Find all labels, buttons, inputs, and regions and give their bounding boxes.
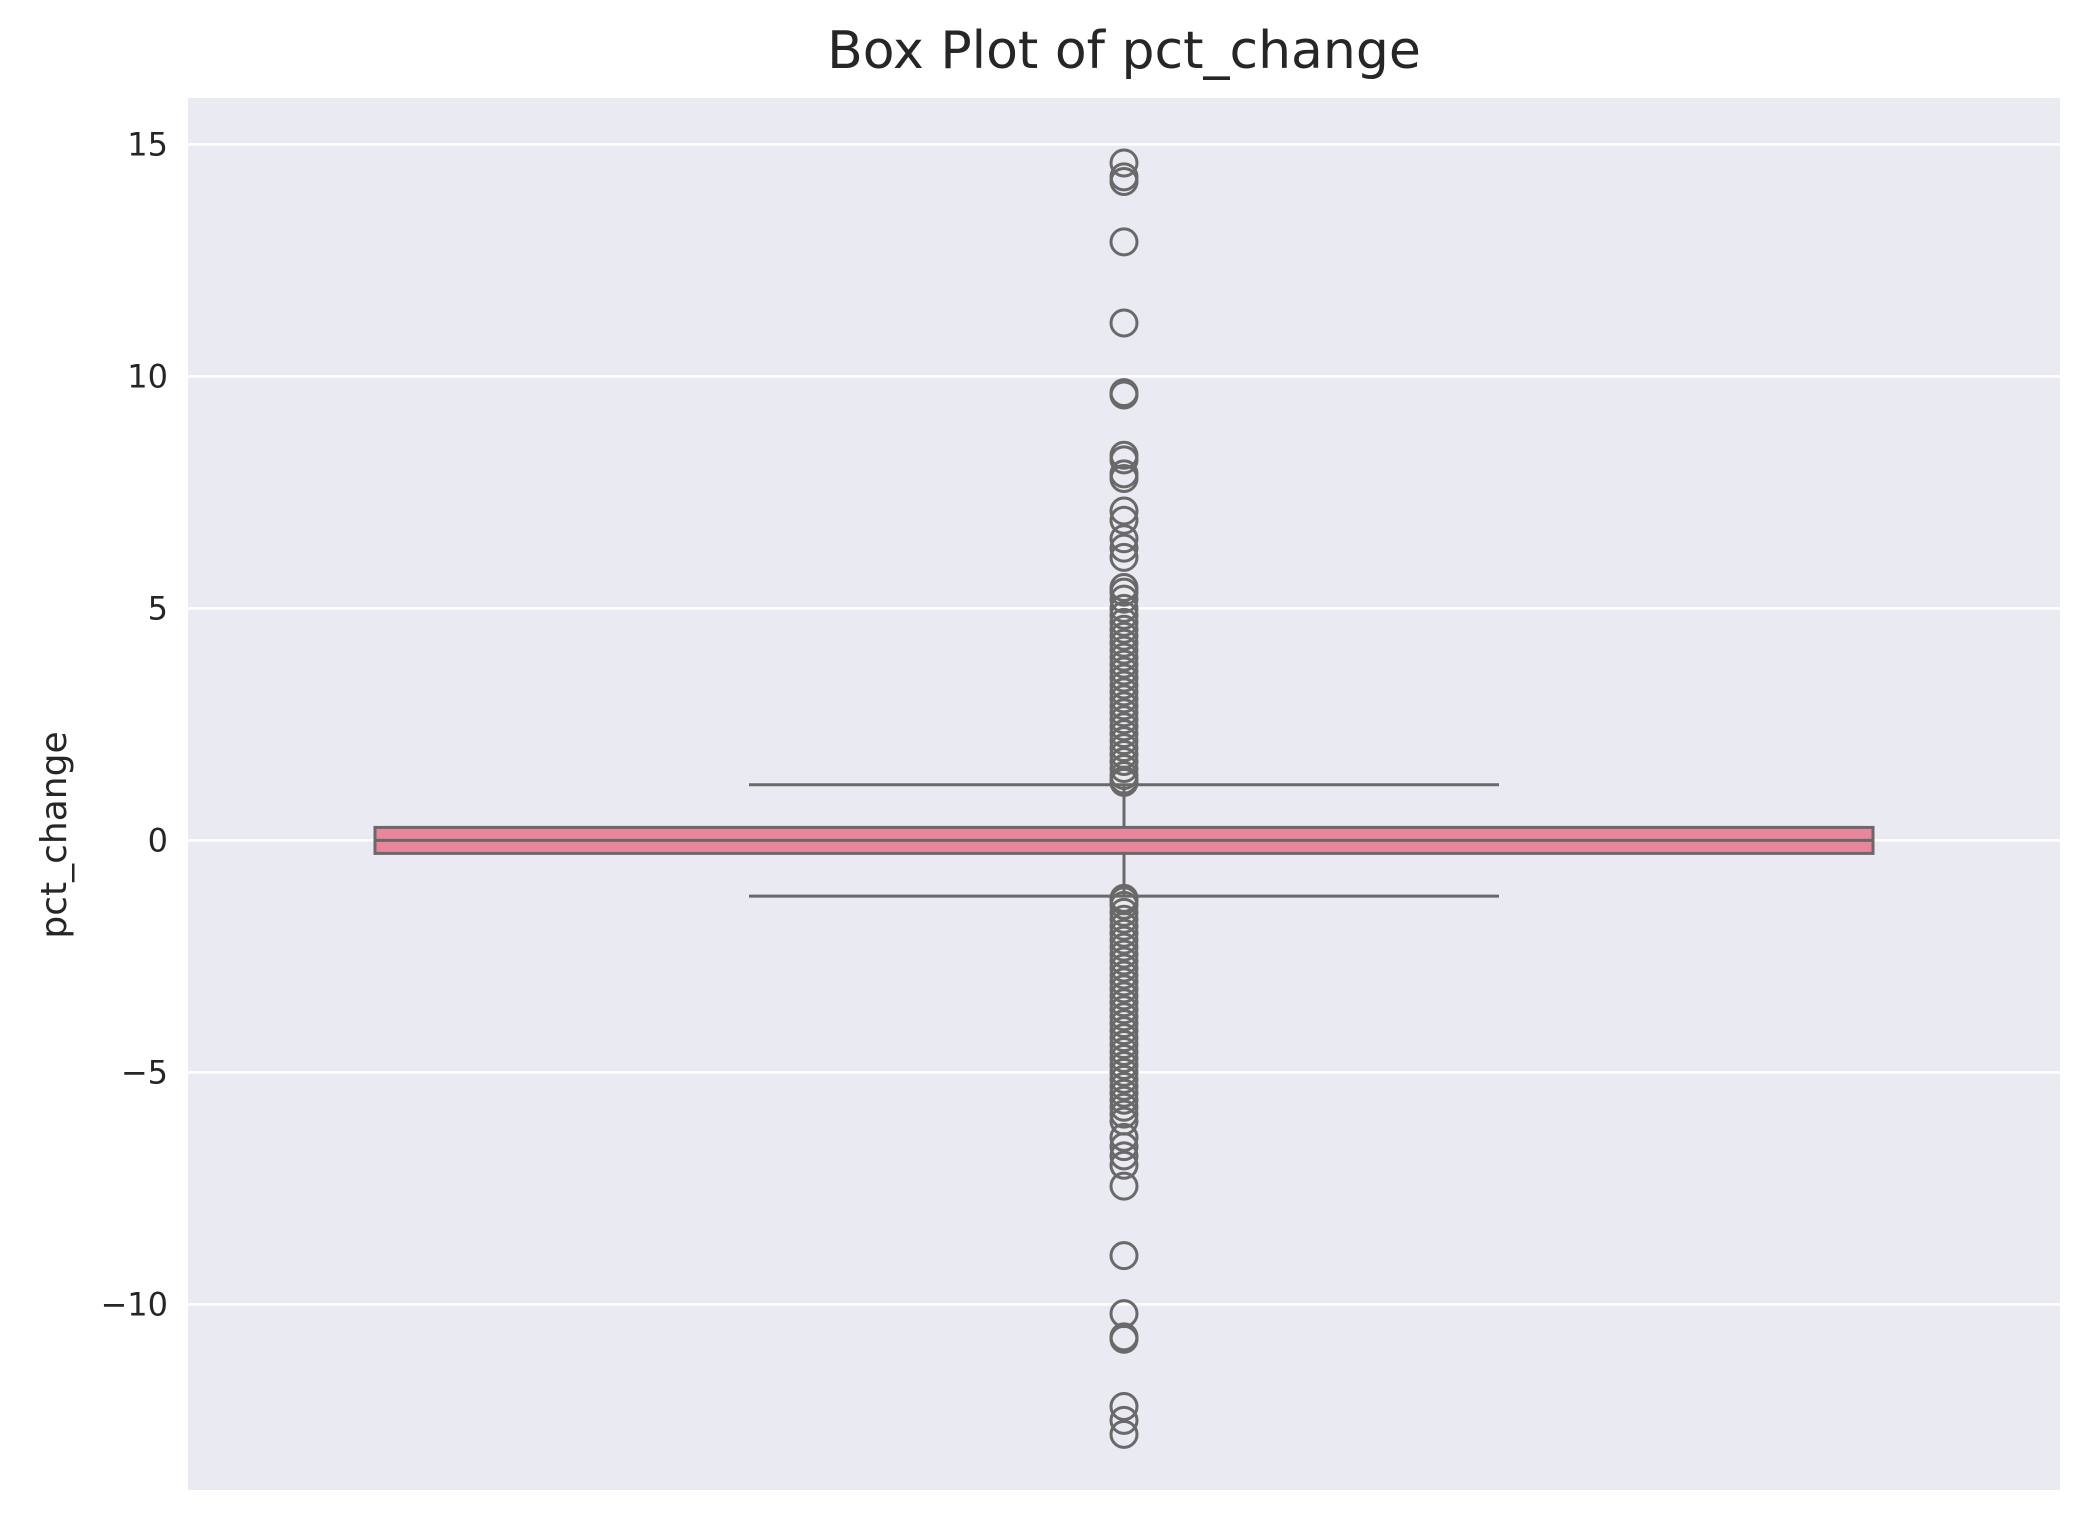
- outlier-point: [1109, 960, 1139, 990]
- outlier-point: [1109, 890, 1139, 920]
- outlier-point: [1109, 148, 1139, 178]
- y-axis-label: pct_change: [34, 731, 75, 938]
- outlier-point: [1109, 691, 1139, 721]
- outlier-point: [1109, 925, 1139, 955]
- y-tick-label: 0: [148, 821, 168, 859]
- outlier-point: [1109, 600, 1139, 630]
- outlier-point: [1109, 607, 1139, 637]
- outlier-point: [1109, 642, 1139, 672]
- outlier-point: [1109, 445, 1139, 475]
- outlier-point: [1109, 628, 1139, 658]
- outlier-point: [1109, 1150, 1139, 1180]
- outlier-point: [1109, 621, 1139, 651]
- outlier-point: [1109, 904, 1139, 934]
- outlier-point: [1109, 227, 1139, 257]
- outlier-point: [1109, 1099, 1139, 1129]
- outlier-point: [1109, 1030, 1139, 1060]
- outlier-point: [1109, 705, 1139, 735]
- outlier-point: [1109, 463, 1139, 493]
- y-tick-label: 10: [127, 357, 168, 395]
- y-tick-label: 5: [148, 589, 168, 627]
- outlier-point: [1109, 1037, 1139, 1067]
- y-tick-label: −5: [121, 1053, 168, 1091]
- outlier-point: [1109, 1043, 1139, 1073]
- outlier-point: [1109, 1050, 1139, 1080]
- outlier-point: [1109, 593, 1139, 623]
- outlier-point: [1109, 897, 1139, 927]
- outlier-point: [1109, 496, 1139, 526]
- chart-title: Box Plot of pct_change: [827, 21, 1421, 81]
- outlier-point: [1109, 1171, 1139, 1201]
- outlier-point: [1109, 974, 1139, 1004]
- outlier-point: [1109, 524, 1139, 554]
- outlier-point: [1109, 1122, 1139, 1152]
- outlier-point: [1109, 1141, 1139, 1171]
- outlier-point: [1109, 1071, 1139, 1101]
- outlier-point: [1109, 656, 1139, 686]
- outlier-point: [1109, 1092, 1139, 1122]
- outlier-point: [1109, 1419, 1139, 1449]
- y-tick-labels: 15 10 5 0 −5 −10: [100, 125, 168, 1323]
- outlier-point: [1109, 663, 1139, 693]
- outlier-point: [1109, 684, 1139, 714]
- outlier-point: [1109, 1132, 1139, 1162]
- outlier-point: [1109, 939, 1139, 969]
- outlier-point: [1109, 747, 1139, 777]
- outlier-point: [1109, 1023, 1139, 1053]
- outlier-point: [1109, 542, 1139, 572]
- outlier-point: [1109, 967, 1139, 997]
- outlier-point: [1109, 995, 1139, 1025]
- y-tick-label: 15: [127, 125, 168, 163]
- outlier-point: [1109, 918, 1139, 948]
- outlier-point: [1109, 533, 1139, 563]
- outlier-point: [1109, 1078, 1139, 1108]
- outlier-point: [1109, 753, 1139, 783]
- outlier-point: [1109, 577, 1139, 607]
- outlier-point: [1109, 946, 1139, 976]
- outlier-point: [1109, 698, 1139, 728]
- outlier-point: [1109, 1085, 1139, 1115]
- outlier-point: [1109, 670, 1139, 700]
- y-tick-label: −10: [100, 1285, 168, 1323]
- outlier-point: [1109, 953, 1139, 983]
- outlier-point: [1109, 1241, 1139, 1271]
- outlier-point: [1109, 932, 1139, 962]
- outlier-point: [1109, 726, 1139, 756]
- outlier-point: [1109, 981, 1139, 1011]
- outlier-point: [1109, 988, 1139, 1018]
- outlier-point: [1109, 1405, 1139, 1435]
- outlier-point: [1109, 1324, 1139, 1354]
- outlier-point: [1109, 712, 1139, 742]
- outlier-point: [1109, 1009, 1139, 1039]
- outlier-point: [1109, 1391, 1139, 1421]
- outlier-point: [1109, 649, 1139, 679]
- outlier-point: [1109, 1002, 1139, 1032]
- outlier-point: [1109, 1064, 1139, 1094]
- outlier-point: [1109, 635, 1139, 665]
- outlier-point: [1109, 584, 1139, 614]
- outlier-point: [1109, 677, 1139, 707]
- outlier-point: [1109, 1057, 1139, 1087]
- outlier-point: [1109, 308, 1139, 338]
- outlier-point: [1109, 1016, 1139, 1046]
- box-group: [373, 783, 1875, 898]
- outlier-point: [1109, 380, 1139, 410]
- outlier-point: [1109, 733, 1139, 763]
- outlier-point: [1109, 505, 1139, 535]
- outlier-point: [1109, 767, 1139, 797]
- outlier-point: [1109, 167, 1139, 197]
- outlier-point: [1109, 614, 1139, 644]
- outlier-point: [1109, 719, 1139, 749]
- outlier-points: [1109, 148, 1139, 1449]
- outlier-point: [1109, 911, 1139, 941]
